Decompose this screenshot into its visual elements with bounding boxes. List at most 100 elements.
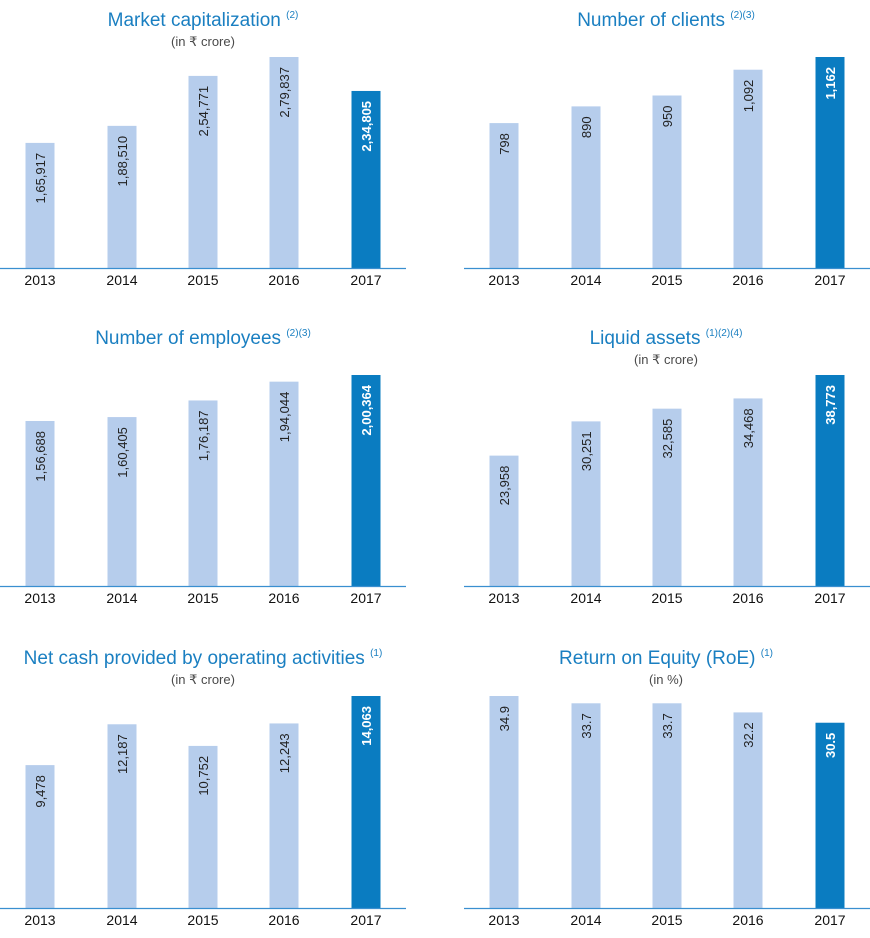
x-tick-label-2017: 2017 (350, 912, 381, 928)
x-tick-label-2014: 2014 (106, 590, 137, 606)
bar-2016 (733, 398, 763, 586)
chart-panel-2: Number of clients (2)(3) 798 890 950 1,092 1,… (464, 0, 870, 300)
bar-2015 (188, 400, 218, 586)
bar-2017 (815, 57, 845, 268)
bar-2014 (107, 125, 137, 268)
bar-2013 (489, 123, 519, 269)
bar-value-label-2013: 23,958 (497, 466, 512, 506)
x-tick-label-2016: 2016 (268, 272, 299, 288)
chart-title-text: Number of employees (95, 328, 286, 349)
bar-value-label-2014: 33.7 (579, 713, 594, 738)
chart-svg: Number of clients (2)(3) 798 890 950 1,092 1,… (464, 10, 870, 288)
x-tick-label-2015: 2015 (651, 272, 682, 288)
bar-2016 (733, 69, 763, 268)
x-tick-label-2017: 2017 (350, 590, 381, 606)
chart-title: Market capitalization (2) (108, 10, 299, 31)
bar-2013 (25, 420, 55, 586)
x-tick-label-2015: 2015 (187, 590, 218, 606)
bar-2014 (107, 724, 137, 908)
chart-title-note: (1) (370, 648, 382, 659)
x-tick-label-2015: 2015 (651, 912, 682, 928)
chart-panel-5: Net cash provided by operating activitie… (0, 638, 420, 938)
bar-value-label-2017: 2,00,364 (359, 384, 374, 435)
chart-title-note: (2) (286, 10, 298, 21)
x-tick-label-2014: 2014 (570, 912, 601, 928)
bar-value-label-2014: 1,60,405 (115, 427, 130, 478)
bar-value-label-2017: 1,162 (823, 67, 838, 100)
bar-2013 (489, 696, 519, 908)
bar-value-label-2015: 950 (660, 105, 675, 127)
chart-title: Liquid assets (1)(2)(4) (590, 328, 743, 349)
bar-value-label-2013: 1,65,917 (33, 153, 48, 204)
chart-title-note: (2)(3) (286, 328, 310, 339)
chart-svg: Liquid assets (1)(2)(4) (in ₹ crore) 23,95… (464, 328, 870, 606)
bar-2016 (269, 723, 299, 908)
x-tick-label-2017: 2017 (814, 272, 845, 288)
x-tick-label-2013: 2013 (24, 912, 55, 928)
bar-2015 (652, 95, 682, 268)
bar-2013 (25, 765, 55, 908)
x-tick-label-2014: 2014 (570, 590, 601, 606)
bar-value-label-2015: 32,585 (660, 419, 675, 459)
bar-2016 (733, 712, 763, 908)
bar-value-label-2016: 12,243 (277, 733, 292, 773)
chart-svg: Market capitalization (2) (in ₹ crore) 1,6… (0, 10, 406, 288)
bar-value-label-2016: 34,468 (741, 408, 756, 448)
chart-title-text: Liquid assets (590, 328, 706, 349)
x-tick-label-2016: 2016 (268, 590, 299, 606)
chart-subtitle: (in ₹ crore) (171, 672, 235, 687)
chart-panel-1: Market capitalization (2) (in ₹ crore) 1,6… (0, 0, 420, 300)
x-tick-label-2015: 2015 (187, 912, 218, 928)
chart-title-note: (2)(3) (730, 10, 754, 21)
x-tick-label-2014: 2014 (570, 272, 601, 288)
bar-value-label-2014: 890 (579, 116, 594, 138)
bar-2017 (815, 375, 845, 586)
chart-panel-4: Liquid assets (1)(2)(4) (in ₹ crore) 23,95… (464, 318, 870, 618)
bar-2015 (652, 703, 682, 908)
bar-value-label-2016: 1,092 (741, 80, 756, 113)
x-tick-label-2016: 2016 (268, 912, 299, 928)
chart-title-note: (1)(2)(4) (706, 328, 743, 339)
bar-value-label-2015: 10,752 (196, 756, 211, 796)
bar-value-label-2013: 9,478 (33, 775, 48, 808)
x-tick-label-2017: 2017 (814, 912, 845, 928)
chart-title-text: Net cash provided by operating activitie… (24, 648, 370, 669)
bar-value-label-2013: 1,56,688 (33, 431, 48, 482)
bar-2017 (815, 722, 845, 908)
bar-2017 (351, 90, 381, 269)
bar-value-label-2017: 30.5 (823, 733, 838, 758)
chart-subtitle: (in ₹ crore) (634, 352, 698, 367)
bar-2014 (571, 703, 601, 908)
bar-value-label-2017: 2,34,805 (359, 101, 374, 152)
chart-panel-3: Number of employees (2)(3) 1,56,688 1,60,4… (0, 318, 420, 618)
bar-2014 (571, 106, 601, 268)
bar-2013 (25, 142, 55, 268)
bar-2013 (489, 455, 519, 586)
chart-title-text: Return on Equity (RoE) (559, 648, 761, 669)
bar-2017 (351, 375, 381, 586)
chart-title: Return on Equity (RoE) (1) (559, 648, 773, 669)
chart-title-text: Number of clients (577, 10, 730, 31)
x-tick-label-2013: 2013 (24, 590, 55, 606)
bar-value-label-2016: 2,79,837 (277, 67, 292, 118)
bar-value-label-2015: 2,54,771 (196, 86, 211, 137)
x-tick-label-2014: 2014 (106, 272, 137, 288)
bar-2015 (188, 745, 218, 908)
x-tick-label-2013: 2013 (24, 272, 55, 288)
chart-title: Net cash provided by operating activitie… (24, 648, 383, 669)
bar-value-label-2017: 38,773 (823, 385, 838, 425)
bar-2015 (188, 75, 218, 268)
chart-title: Number of employees (2)(3) (95, 328, 311, 349)
x-tick-label-2014: 2014 (106, 912, 137, 928)
bar-2016 (269, 57, 299, 268)
bar-value-label-2013: 798 (497, 133, 512, 155)
bar-value-label-2013: 34.9 (497, 706, 512, 731)
chart-subtitle: (in ₹ crore) (171, 34, 235, 49)
chart-svg: Return on Equity (RoE) (1) (in %) 34.9 33.7… (464, 648, 870, 928)
bar-value-label-2015: 1,76,187 (196, 410, 211, 461)
x-tick-label-2016: 2016 (732, 912, 763, 928)
bar-2014 (571, 421, 601, 586)
bar-2016 (269, 381, 299, 586)
x-tick-label-2013: 2013 (488, 912, 519, 928)
chart-title: Number of clients (2)(3) (577, 10, 755, 31)
